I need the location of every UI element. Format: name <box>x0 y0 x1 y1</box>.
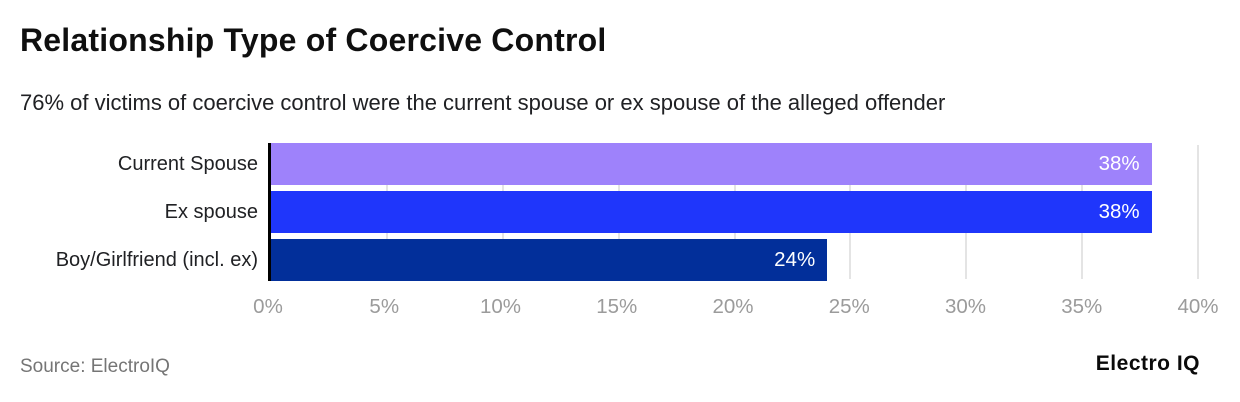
x-tick-label: 10% <box>479 295 522 318</box>
plot-area: 38% 38% 24% <box>268 143 1199 281</box>
page-subtitle: 76% of victims of coercive control were … <box>20 90 946 115</box>
category-label: Ex spouse <box>164 200 258 223</box>
gridline <box>1197 145 1199 279</box>
bar-row: 38% <box>271 191 1198 233</box>
x-tick-label: 15% <box>596 295 638 318</box>
x-tick-label: 25% <box>828 295 870 318</box>
x-axis: 0% 5% 10% 15% 20% 25% 30% 35% 40% <box>253 295 1218 323</box>
x-tick-label: 5% <box>369 295 400 318</box>
x-tick-label: 20% <box>712 295 754 318</box>
brand-logo: Electro IQ <box>1095 352 1200 375</box>
x-tick-label: 35% <box>1061 295 1103 318</box>
bar: 38% <box>271 143 1152 185</box>
category-label: Boy/Girlfriend (incl. ex) <box>55 248 258 271</box>
bar-value-label: 24% <box>774 248 816 271</box>
x-tick-label: 30% <box>944 295 987 318</box>
bar-row: 38% <box>271 143 1198 185</box>
bar-chart: Current Spouse Ex spouse Boy/Girlfriend (i… <box>0 143 1240 323</box>
x-tick-label: 40% <box>1177 295 1219 318</box>
x-tick-label: 0% <box>253 295 283 318</box>
bar-row: 24% <box>271 239 1198 281</box>
category-labels: Current Spouse Ex spouse Boy/Girlfriend (i… <box>0 143 268 323</box>
page-title: Relationship Type of Coercive Control <box>20 22 607 58</box>
bar-value-label: 38% <box>1098 200 1140 223</box>
plot-wrap: 38% 38% 24% 0% 5% 10% 15% 20% 25% 30% 35% 40% <box>253 143 1219 323</box>
bar: 24% <box>271 239 828 281</box>
bar-value-label: 38% <box>1098 152 1140 175</box>
source-credit: Source: ElectroIQ <box>20 356 170 377</box>
category-label: Current Spouse <box>117 152 258 175</box>
bar: 38% <box>271 191 1152 233</box>
